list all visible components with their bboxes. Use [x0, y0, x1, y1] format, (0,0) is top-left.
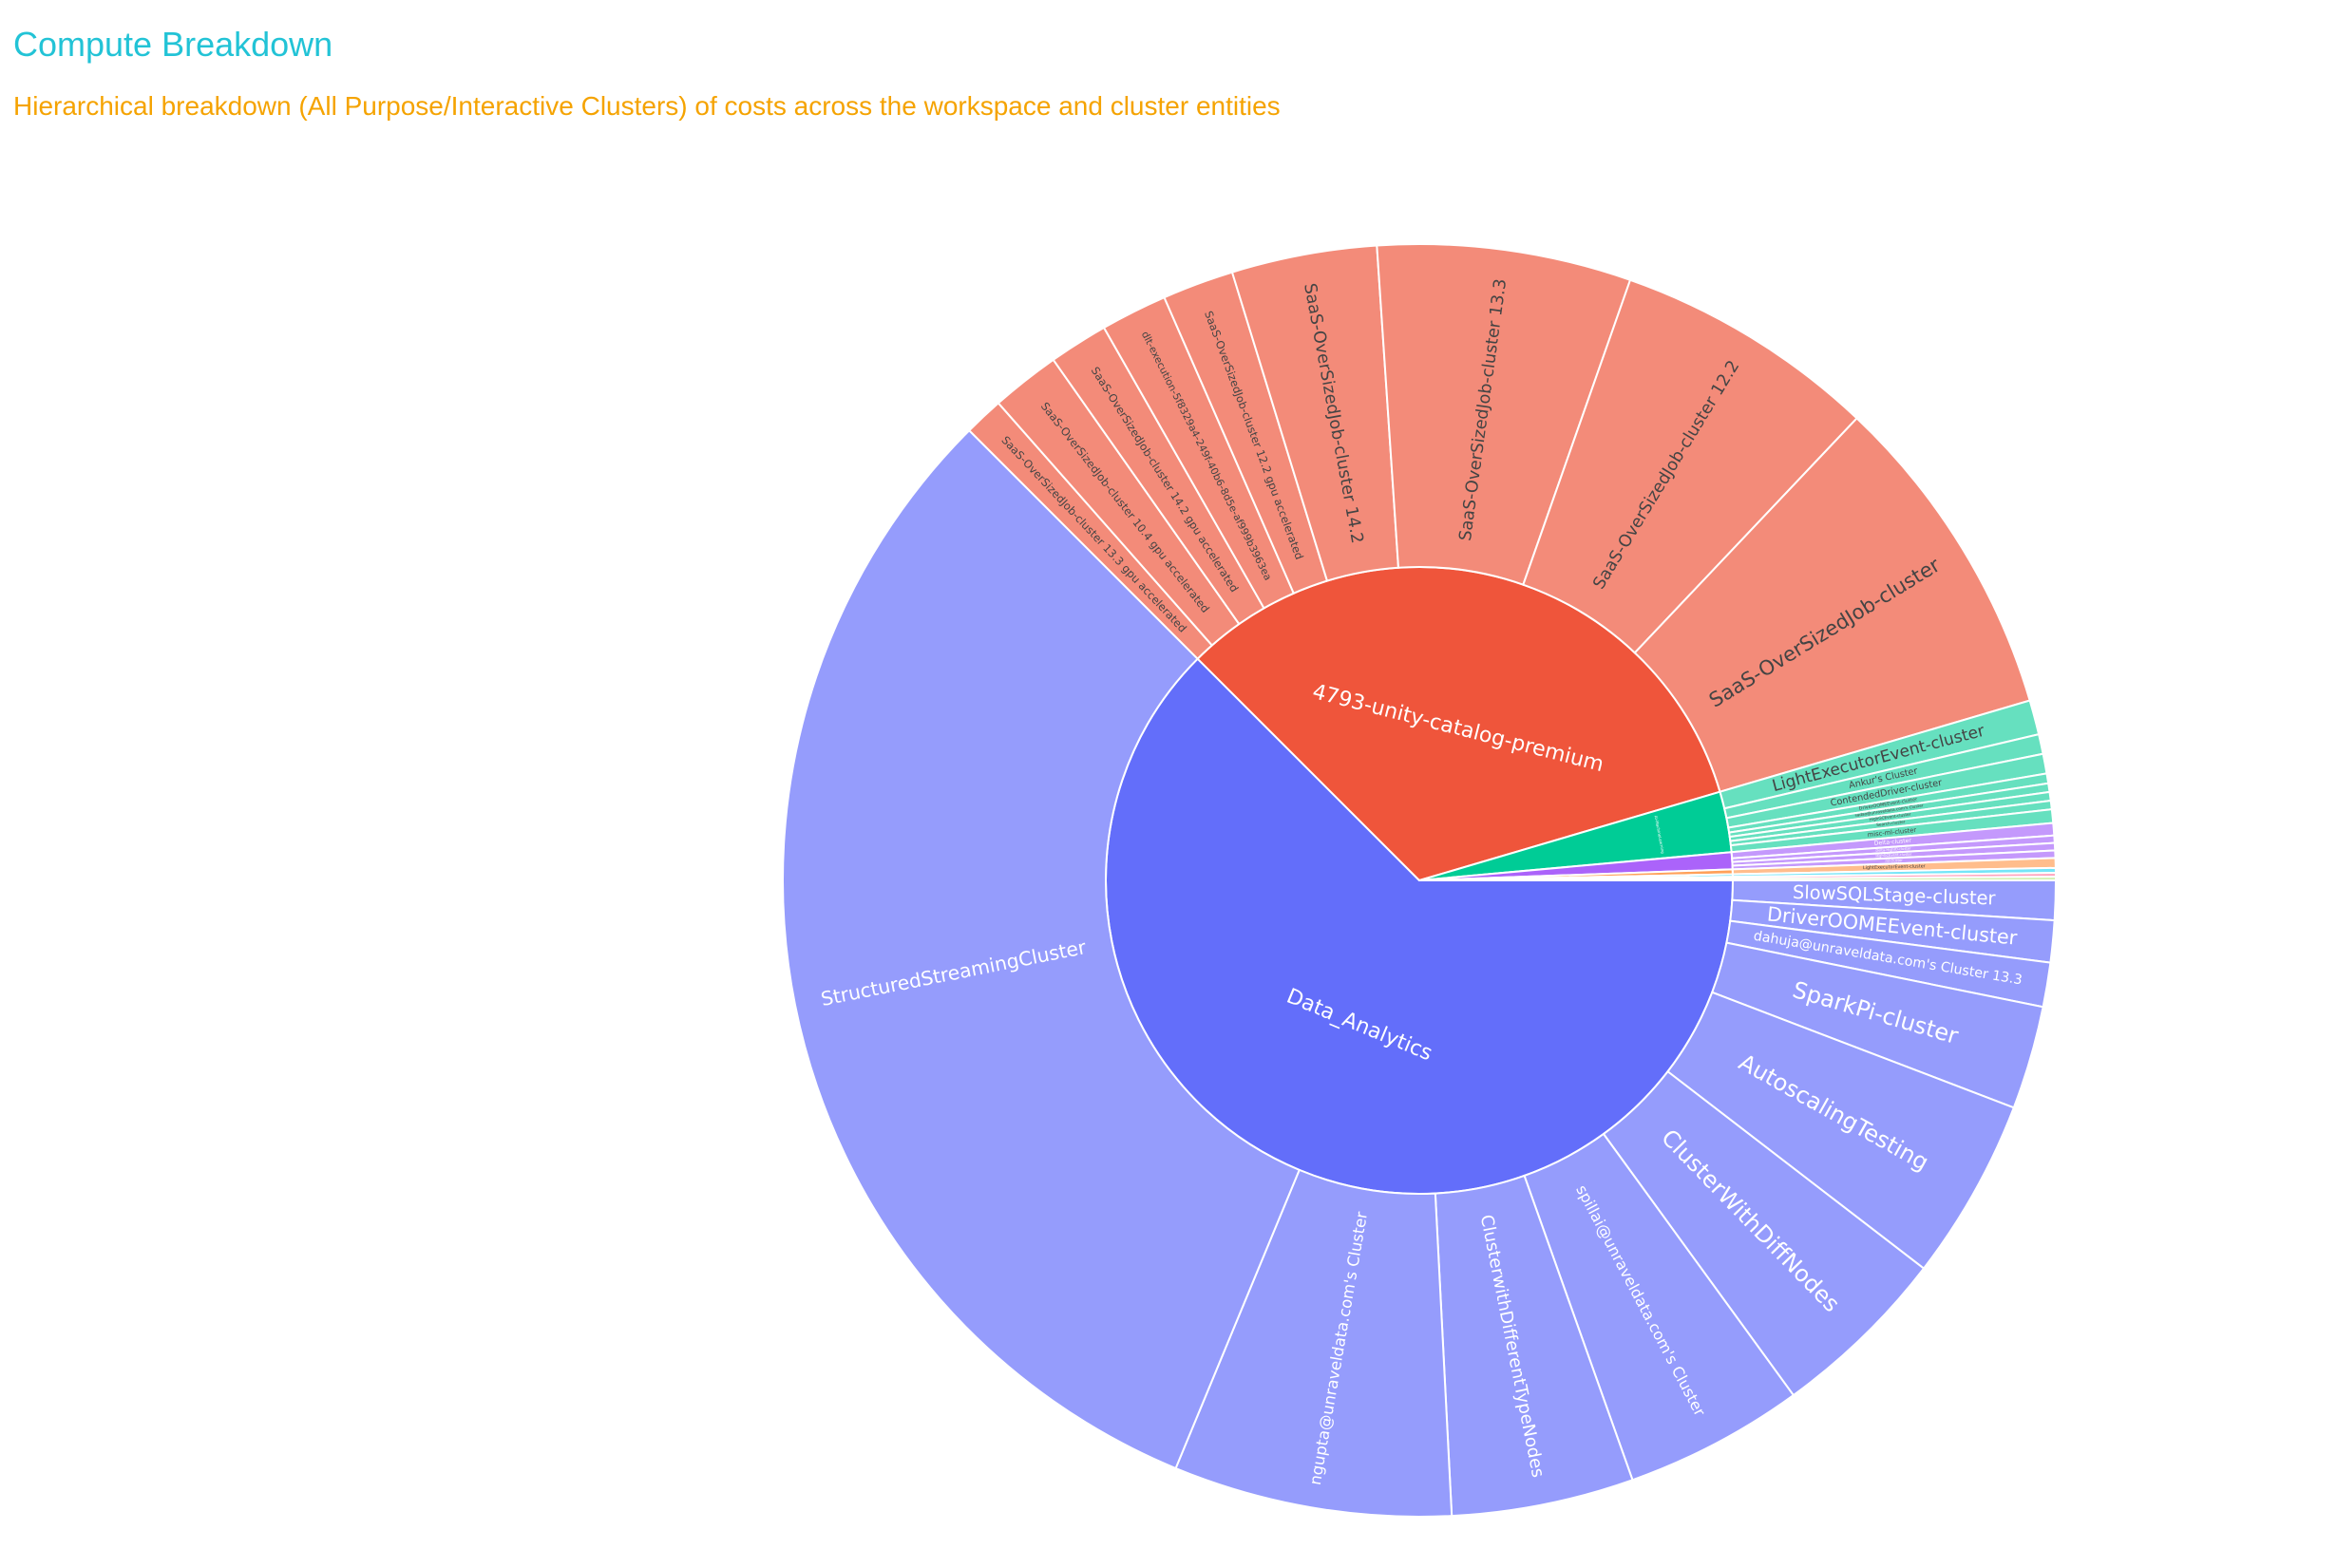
sunburst-child-data-analytics-4[interactable] — [1666, 991, 2016, 1270]
sunburst-child-4793-unity-catalog-premium-8[interactable] — [1633, 416, 2031, 793]
chart-subtitle: Hierarchical breakdown (All Purpose/Inte… — [13, 91, 1281, 121]
sunburst-child-data-analytics-7[interactable] — [1434, 1174, 1634, 1518]
sunburst-child-data-analytics-9[interactable] — [782, 428, 1302, 1470]
sunburst-child-data-analytics-8[interactable] — [1174, 1168, 1454, 1518]
sunburst-child-workspace-8-0[interactable] — [1731, 876, 2058, 881]
sunburst-child-4793-unity-catalog-premium-6[interactable] — [1376, 243, 1632, 586]
chart-title: Compute Breakdown — [13, 25, 333, 64]
sunburst-child-4793-unity-catalog-premium-7[interactable] — [1522, 278, 1858, 654]
